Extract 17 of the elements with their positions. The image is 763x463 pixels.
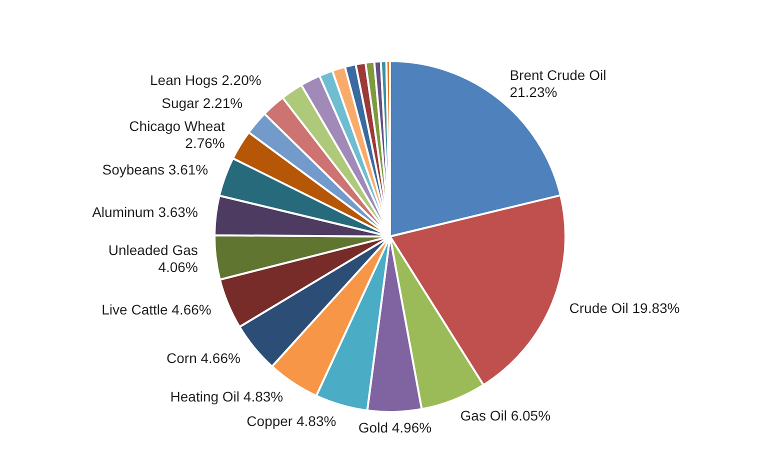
slice-label: Live Cattle 4.66% (102, 302, 212, 318)
slice-label: Soybeans 3.61% (102, 161, 208, 178)
slice-label: Heating Oil 4.83% (170, 388, 284, 405)
data-label: 2.76% (185, 134, 225, 151)
slice-label: Corn 4.66% (166, 350, 240, 366)
slice-label: Chicago Wheat (129, 118, 225, 134)
slice-label: Copper 4.83% (246, 413, 336, 430)
slice-label: Unleaded Gas (108, 242, 198, 258)
slice-label: Crude Oil 19.83% (569, 300, 680, 316)
slice-label: Gold 4.96% (358, 419, 432, 436)
slice-label: Brent Crude Oil (510, 66, 606, 83)
data-label: 4.06% (158, 259, 198, 276)
slice-label: Gas Oil 6.05% (460, 408, 551, 424)
data-label: 21.23% (510, 84, 558, 100)
slice-label: Lean Hogs 2.20% (150, 72, 262, 88)
slice-label: Aluminum 3.63% (92, 204, 198, 220)
slice-label: Sugar 2.21% (162, 94, 243, 111)
